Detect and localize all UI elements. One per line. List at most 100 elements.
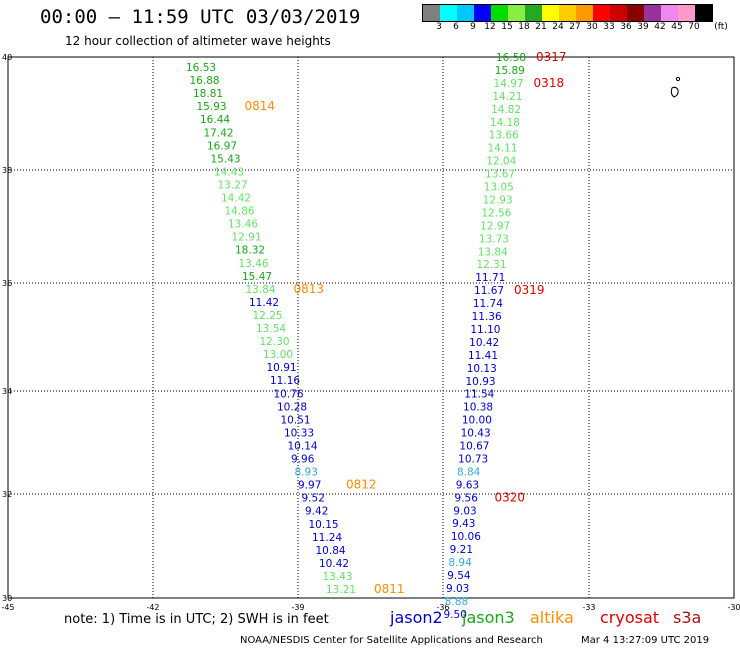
units-note: note: 1) Time is in UTC; 2) SWH is in fe…	[64, 612, 329, 627]
color-scale-label: 27	[569, 22, 581, 32]
pass-time-label: 0319	[514, 283, 545, 297]
pass-time-label: 0318	[534, 76, 565, 90]
wave-height-label: 14.82	[491, 104, 521, 116]
color-scale-label: 39	[637, 22, 649, 32]
wave-height-label: 10.93	[466, 376, 496, 388]
wave-height-label: 11.16	[270, 375, 300, 387]
legend-jason2: jason2	[390, 608, 443, 627]
color-swatch	[491, 5, 508, 21]
color-scale-label: 36	[620, 22, 632, 32]
wave-height-label: 12.30	[260, 336, 290, 348]
wave-height-label: 10.67	[459, 441, 489, 453]
color-scale-label: 45	[671, 22, 683, 32]
wave-height-label: 14.43	[214, 166, 244, 178]
wave-height-label: 9.21	[450, 544, 473, 556]
wave-height-label: 16.53	[186, 62, 216, 74]
wave-height-label: 10.38	[463, 402, 493, 414]
lon-tick-label: -45	[1, 603, 14, 612]
wave-height-label: 10.06	[451, 531, 481, 543]
wave-height-label: 13.21	[326, 584, 356, 596]
wave-height-label: 10.28	[277, 401, 307, 413]
wave-height-label: 10.73	[458, 453, 488, 465]
wave-height-label: 14.97	[494, 78, 524, 90]
color-swatch	[627, 5, 644, 21]
wave-height-label: 12.25	[253, 310, 283, 322]
color-scale-label: 18	[518, 22, 530, 32]
color-swatch	[695, 5, 712, 21]
wave-height-label: 9.56	[455, 492, 479, 504]
color-swatch	[457, 5, 474, 21]
color-swatch	[661, 5, 678, 21]
lon-tick-label: -33	[582, 603, 595, 612]
wave-height-label: 15.93	[197, 101, 227, 113]
wave-height-label: 11.71	[475, 272, 505, 284]
wave-height-label: 15.89	[495, 65, 525, 77]
wave-height-label: 9.03	[446, 583, 469, 595]
wave-height-label: 10.76	[274, 388, 304, 400]
color-swatch	[593, 5, 610, 21]
map-frame	[7, 56, 735, 599]
lon-tick-label: -42	[146, 603, 159, 612]
wave-height-label: 11.10	[470, 324, 500, 336]
legend-cryosat: cryosat	[600, 608, 660, 627]
pass-time-label: 0813	[294, 282, 325, 296]
pass-time-label: 0320	[495, 490, 526, 504]
wave-height-label: 10.00	[462, 415, 492, 427]
wave-height-label: 14.42	[221, 193, 251, 205]
wave-height-label: 17.42	[204, 127, 234, 139]
color-swatch	[423, 5, 440, 21]
wave-height-label: 8.84	[457, 466, 481, 478]
wave-height-label: 10.84	[316, 545, 346, 557]
wave-height-label: 16.97	[207, 140, 237, 152]
wave-height-label: 13.00	[263, 349, 293, 361]
pass-time-label: 0317	[536, 50, 567, 64]
wave-height-label: 9.63	[456, 479, 479, 491]
island-mark	[670, 86, 679, 98]
wave-height-label: 14.21	[492, 91, 522, 103]
wave-height-label: 13.84	[246, 284, 276, 296]
wave-height-label: 11.67	[474, 285, 504, 297]
color-scale-bar	[422, 4, 713, 22]
color-scale-label: 15	[501, 22, 513, 32]
wave-height-label: 13.46	[228, 219, 258, 231]
legend-jason3: jason3	[462, 608, 515, 627]
color-scale-label: 3	[436, 22, 442, 32]
wave-height-label: 10.33	[284, 427, 314, 439]
color-scale-label: 24	[552, 22, 564, 32]
color-scale-label: 6	[453, 22, 459, 32]
wave-height-label: 13.43	[323, 571, 353, 583]
lon-tick-label: -36	[436, 603, 449, 612]
island-mark	[675, 76, 681, 82]
wave-height-label: 9.42	[305, 506, 328, 518]
wave-height-label: 16.44	[200, 114, 230, 126]
legend-s3a: s3a	[673, 608, 702, 627]
credit-line: NOAA/NESDIS Center for Satellite Applica…	[240, 635, 543, 646]
lon-tick-label: -30	[727, 603, 740, 612]
color-swatch	[508, 5, 525, 21]
color-scale-label: 12	[484, 22, 496, 32]
wave-height-label: 18.32	[235, 245, 265, 257]
wave-height-label: 8.93	[295, 467, 318, 479]
wave-height-label: 9.97	[298, 480, 321, 492]
wave-height-label: 10.13	[467, 363, 497, 375]
pass-time-label: 0812	[346, 478, 377, 492]
wave-height-label: 9.54	[447, 570, 471, 582]
wave-height-label: 13.05	[484, 182, 514, 194]
wave-height-label: 13.46	[239, 258, 269, 270]
lat-tick-label: 36	[2, 279, 12, 288]
wave-height-label: 12.97	[480, 220, 510, 232]
wave-height-label: 13.84	[478, 246, 508, 258]
page-title: 00:00 — 11:59 UTC 03/03/2019	[40, 6, 361, 28]
color-swatch	[678, 5, 695, 21]
wave-height-label: 12.31	[476, 259, 506, 271]
lat-tick-label: 32	[2, 490, 12, 499]
color-swatch	[644, 5, 661, 21]
wave-height-label: 15.43	[211, 153, 241, 165]
wave-height-label: 9.96	[291, 454, 315, 466]
color-swatch	[474, 5, 491, 21]
wave-height-label: 11.42	[249, 297, 279, 309]
wave-height-label: 12.04	[486, 156, 516, 168]
wave-height-label: 11.74	[473, 298, 503, 310]
color-swatch	[525, 5, 542, 21]
lat-tick-label: 30	[2, 594, 12, 603]
